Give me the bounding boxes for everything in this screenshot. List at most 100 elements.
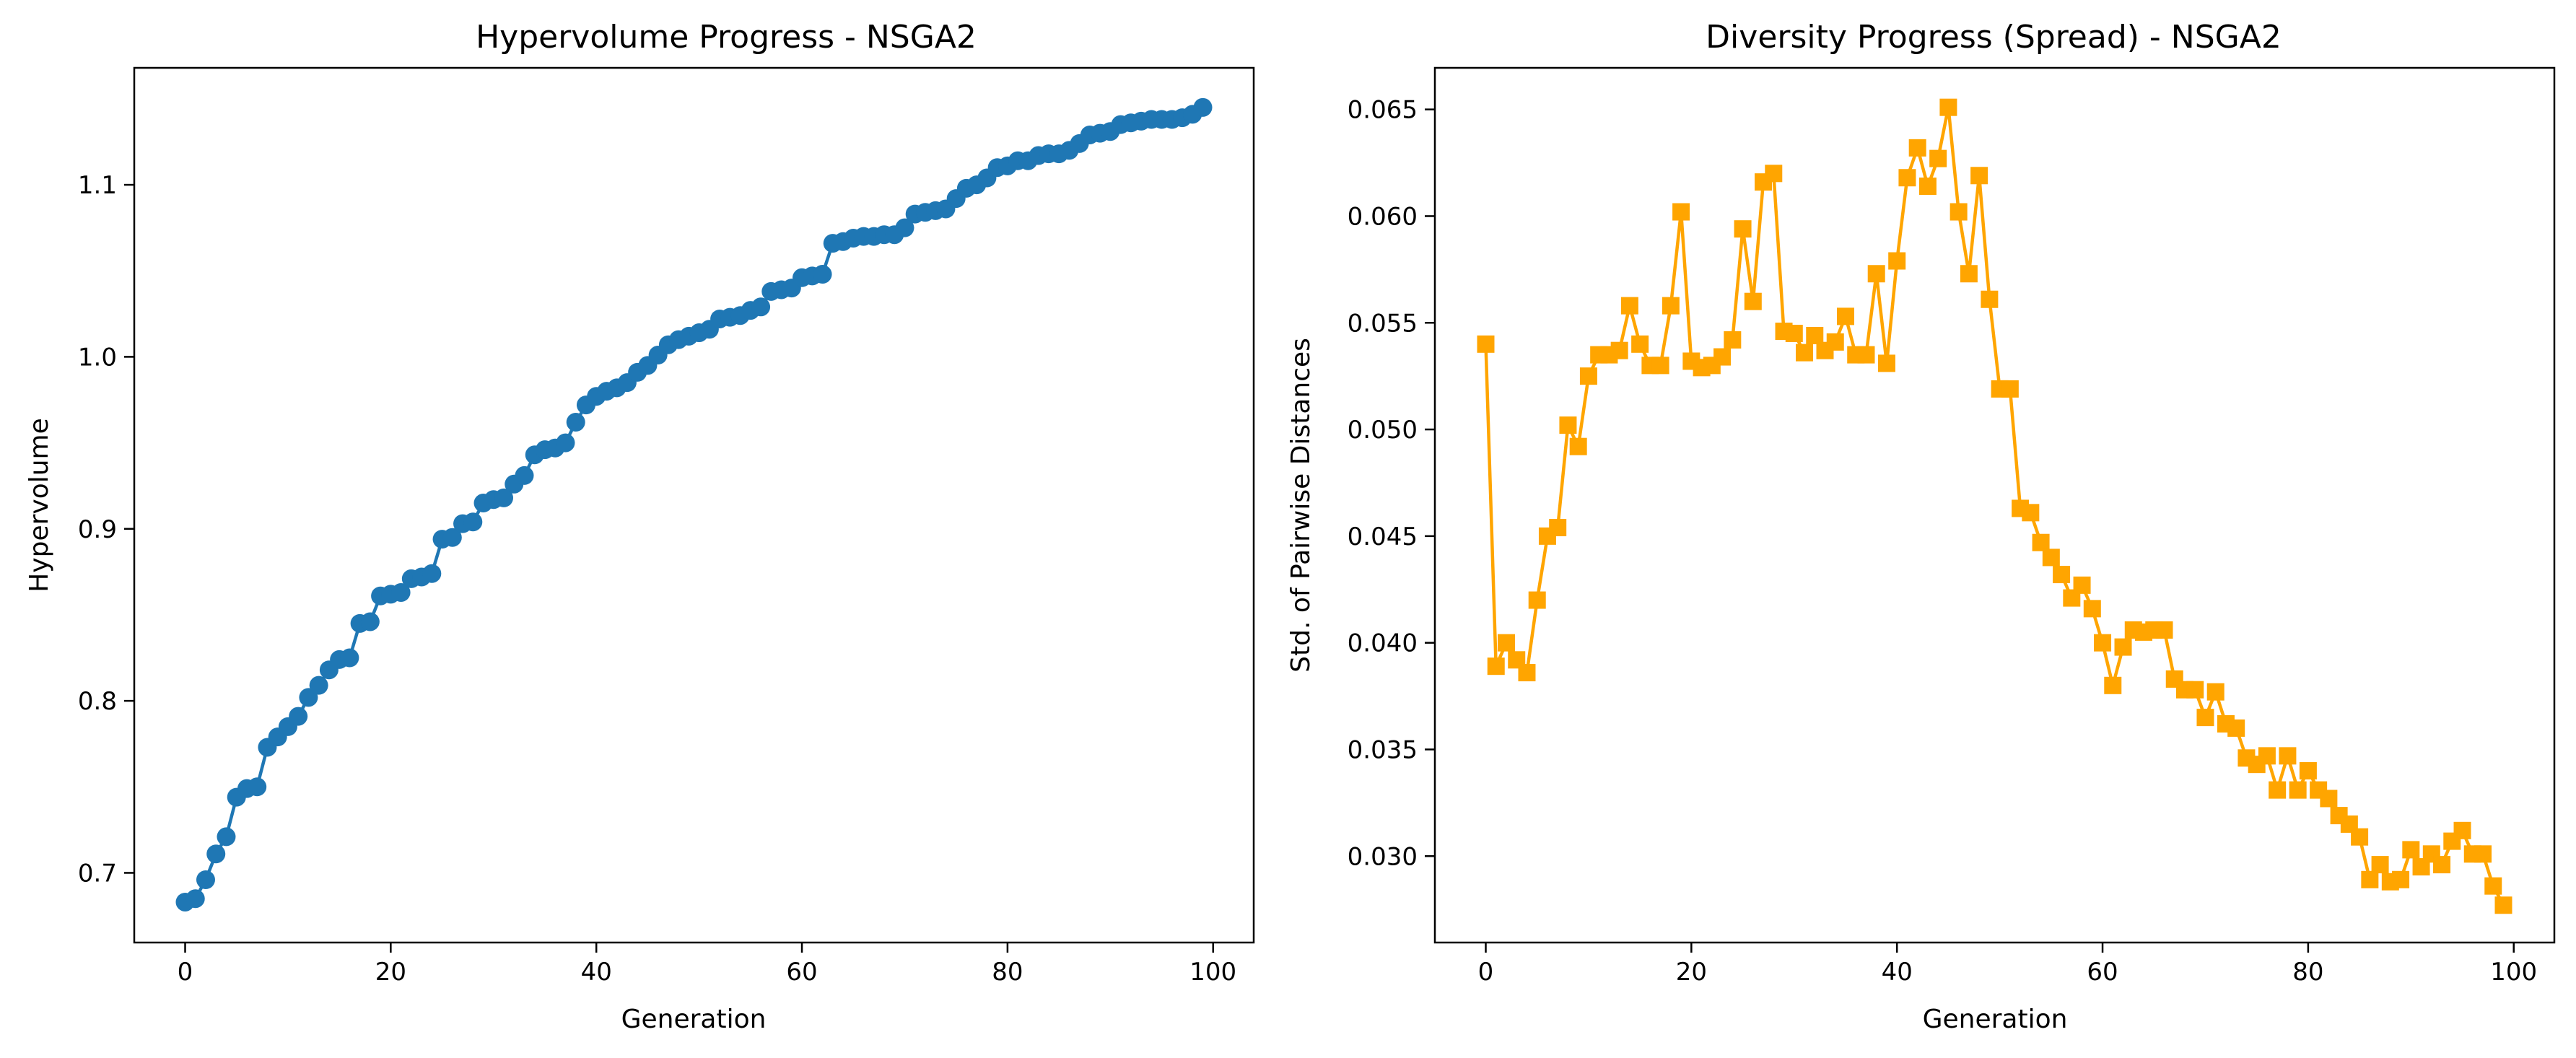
diversity-x-axis-label: Generation bbox=[1923, 1005, 2068, 1034]
diversity-data-point bbox=[2042, 548, 2060, 567]
diversity-y-tick-label: 0.065 bbox=[1348, 96, 1418, 125]
hypervolume-plot-frame bbox=[133, 66, 1255, 944]
diversity-data-point bbox=[1487, 657, 1505, 676]
diversity-data-point bbox=[1796, 344, 1814, 362]
hypervolume-y-tick-label: 1.0 bbox=[78, 343, 117, 372]
diversity-data-point bbox=[2320, 790, 2338, 808]
diversity-data-point bbox=[1713, 348, 1732, 366]
diversity-data-point bbox=[1631, 335, 1649, 353]
diversity-x-tick-label: 80 bbox=[2292, 958, 2323, 987]
diversity-series bbox=[1477, 98, 2512, 914]
diversity-data-point bbox=[1939, 98, 1957, 116]
diversity-y-tick-label: 0.045 bbox=[1348, 523, 1418, 551]
diversity-data-point bbox=[2279, 747, 2297, 765]
hypervolume-x-axis-label: Generation bbox=[621, 1005, 767, 1034]
diversity-data-point bbox=[2289, 781, 2307, 799]
diversity-data-point bbox=[1620, 297, 1638, 315]
hypervolume-x-tick-label: 80 bbox=[992, 958, 1023, 987]
diversity-data-point bbox=[2053, 566, 2071, 584]
diversity-data-point bbox=[2371, 856, 2389, 874]
diversity-y-tick-label: 0.040 bbox=[1348, 629, 1418, 658]
hypervolume-data-point bbox=[813, 265, 832, 284]
hypervolume-data-point bbox=[217, 827, 236, 847]
diversity-data-point bbox=[2351, 828, 2369, 846]
diversity-data-point bbox=[2299, 762, 2317, 780]
hypervolume-chart-title: Hypervolume Progress - NSGA2 bbox=[476, 19, 977, 56]
diversity-data-point bbox=[1918, 178, 1937, 196]
hypervolume-x-tick-label: 100 bbox=[1189, 958, 1236, 987]
hypervolume-data-point bbox=[289, 707, 308, 726]
hypervolume-y-tick-label: 0.8 bbox=[78, 687, 117, 716]
hypervolume-x-tick-label: 0 bbox=[178, 958, 193, 987]
diversity-data-point bbox=[2104, 676, 2122, 694]
diversity-x-tick-label: 40 bbox=[1882, 958, 1913, 987]
hypervolume-data-point bbox=[206, 844, 226, 864]
diversity-chart: Diversity Progress (Spread) - NSGA2 0 20 4… bbox=[1286, 19, 2556, 1034]
diversity-data-point bbox=[2094, 634, 2112, 652]
diversity-data-point bbox=[2433, 856, 2451, 874]
hypervolume-y-tick-label: 0.9 bbox=[78, 515, 117, 544]
hypervolume-y-tick-label: 1.1 bbox=[78, 171, 117, 200]
hypervolume-y-axis-label: Hypervolume bbox=[25, 418, 54, 593]
diversity-data-point bbox=[1549, 519, 1567, 537]
hypervolume-data-point bbox=[248, 777, 267, 797]
diversity-data-point bbox=[1765, 165, 1783, 183]
diversity-data-point bbox=[2001, 380, 2019, 398]
diversity-data-point bbox=[1497, 634, 1515, 652]
hypervolume-x-tick-label: 60 bbox=[786, 958, 817, 987]
diversity-x-tick-label: 0 bbox=[1478, 958, 1494, 987]
diversity-y-tick-label: 0.035 bbox=[1348, 735, 1418, 764]
diversity-data-point bbox=[1857, 346, 1875, 364]
diversity-y-axis-label: Std. of Pairwise Distances bbox=[1286, 338, 1316, 673]
diversity-plot-frame bbox=[1433, 66, 2556, 944]
hypervolume-data-point bbox=[895, 218, 914, 237]
hypervolume-x-tick-label: 20 bbox=[375, 958, 406, 987]
diversity-data-point bbox=[1960, 265, 1978, 283]
diversity-data-point bbox=[2114, 638, 2132, 656]
diversity-data-point bbox=[1672, 203, 1690, 221]
diversity-data-point bbox=[1981, 290, 1999, 308]
diversity-data-point bbox=[2083, 600, 2101, 618]
diversity-data-point bbox=[2186, 681, 2204, 699]
diversity-data-point bbox=[2269, 781, 2287, 799]
hypervolume-data-point bbox=[556, 433, 575, 453]
hypervolume-data-point bbox=[360, 612, 380, 631]
diversity-data-point bbox=[2402, 841, 2420, 859]
diversity-data-point bbox=[1836, 307, 1854, 325]
hypervolume-chart: Hypervolume Progress - NSGA2 0 20 40 60 80 10… bbox=[25, 19, 1255, 1034]
diversity-data-point bbox=[2484, 877, 2502, 895]
hypervolume-data-point bbox=[309, 676, 328, 695]
diversity-data-point bbox=[2494, 896, 2512, 914]
diversity-data-point bbox=[2474, 845, 2492, 863]
diversity-data-point bbox=[1744, 292, 1762, 310]
diversity-data-point bbox=[1785, 325, 1803, 343]
diversity-data-point bbox=[1888, 252, 1906, 270]
diversity-x-tick-label: 60 bbox=[2087, 958, 2118, 987]
diversity-data-point bbox=[1734, 220, 1752, 238]
hypervolume-data-point bbox=[422, 564, 442, 583]
diversity-data-point bbox=[2032, 533, 2050, 551]
diversity-data-point bbox=[1724, 331, 1742, 349]
hypervolume-data-point bbox=[463, 512, 483, 532]
diversity-data-point bbox=[1950, 203, 1968, 221]
diversity-data-point bbox=[1477, 335, 1495, 353]
diversity-data-point bbox=[1826, 333, 1844, 351]
diversity-chart-ticks: 0 20 40 60 80 100 0.030 0.035 0.040 0.045 0.050 0.0… bbox=[1348, 96, 2538, 987]
diversity-data-point bbox=[2022, 504, 2040, 522]
diversity-data-point bbox=[1518, 664, 1536, 682]
diversity-data-point bbox=[2073, 576, 2091, 594]
diversity-data-point bbox=[2361, 870, 2379, 888]
diversity-y-tick-label: 0.055 bbox=[1348, 309, 1418, 338]
diversity-y-tick-label: 0.030 bbox=[1348, 842, 1418, 871]
hypervolume-y-tick-label: 0.7 bbox=[78, 859, 117, 888]
diversity-data-point bbox=[2196, 709, 2214, 727]
diversity-data-point bbox=[1898, 169, 1916, 187]
diversity-data-point bbox=[1970, 167, 1988, 185]
hypervolume-data-point bbox=[442, 528, 462, 547]
diversity-data-point bbox=[1877, 354, 1895, 372]
diversity-data-point bbox=[1929, 149, 1947, 167]
hypervolume-data-point bbox=[751, 297, 771, 317]
diversity-data-point bbox=[1651, 357, 1669, 375]
diversity-y-tick-label: 0.050 bbox=[1348, 416, 1418, 445]
